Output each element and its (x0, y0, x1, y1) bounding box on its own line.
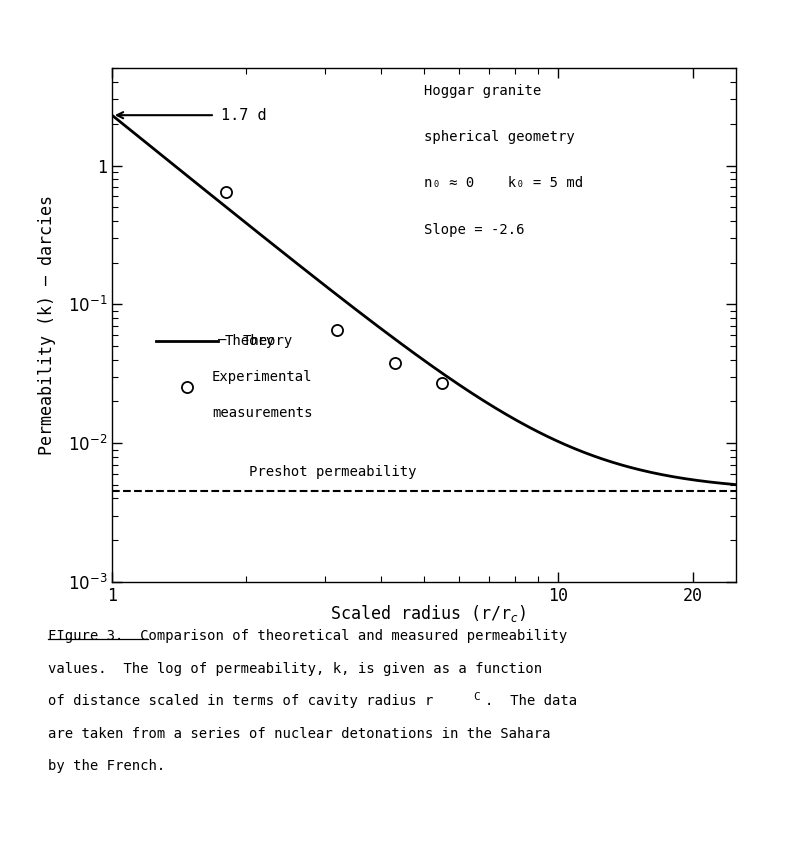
Text: Preshot permeability: Preshot permeability (250, 465, 417, 479)
Text: measurements: measurements (212, 406, 312, 419)
Text: of distance scaled in terms of cavity radius r: of distance scaled in terms of cavity ra… (48, 694, 434, 708)
Text: n₀ ≈ 0    k₀ = 5 md: n₀ ≈ 0 k₀ = 5 md (424, 176, 583, 190)
Text: 1.7 d: 1.7 d (221, 108, 266, 122)
Text: Slope = -2.6: Slope = -2.6 (424, 223, 525, 236)
Text: Theory: Theory (224, 334, 274, 348)
Y-axis label: Permeability (k) — darcies: Permeability (k) — darcies (38, 195, 57, 455)
Text: —: — (218, 334, 226, 348)
Text: .  The data: . The data (485, 694, 577, 708)
Text: by the French.: by the French. (48, 759, 166, 773)
Text: Experimental: Experimental (212, 370, 312, 383)
Text: spherical geometry: spherical geometry (424, 130, 574, 144)
Text: Hoggar granite: Hoggar granite (424, 84, 542, 98)
Text: Scaled radius (r/r$_c$): Scaled radius (r/r$_c$) (330, 603, 526, 625)
Text: are taken from a series of nuclear detonations in the Sahara: are taken from a series of nuclear deton… (48, 727, 550, 740)
Text: Theory: Theory (243, 334, 294, 348)
Text: FIgure 3.  Comparison of theoretical and measured permeability: FIgure 3. Comparison of theoretical and … (48, 629, 567, 643)
Text: values.  The log of permeability, k, is given as a function: values. The log of permeability, k, is g… (48, 662, 542, 675)
Text: C: C (474, 692, 480, 702)
